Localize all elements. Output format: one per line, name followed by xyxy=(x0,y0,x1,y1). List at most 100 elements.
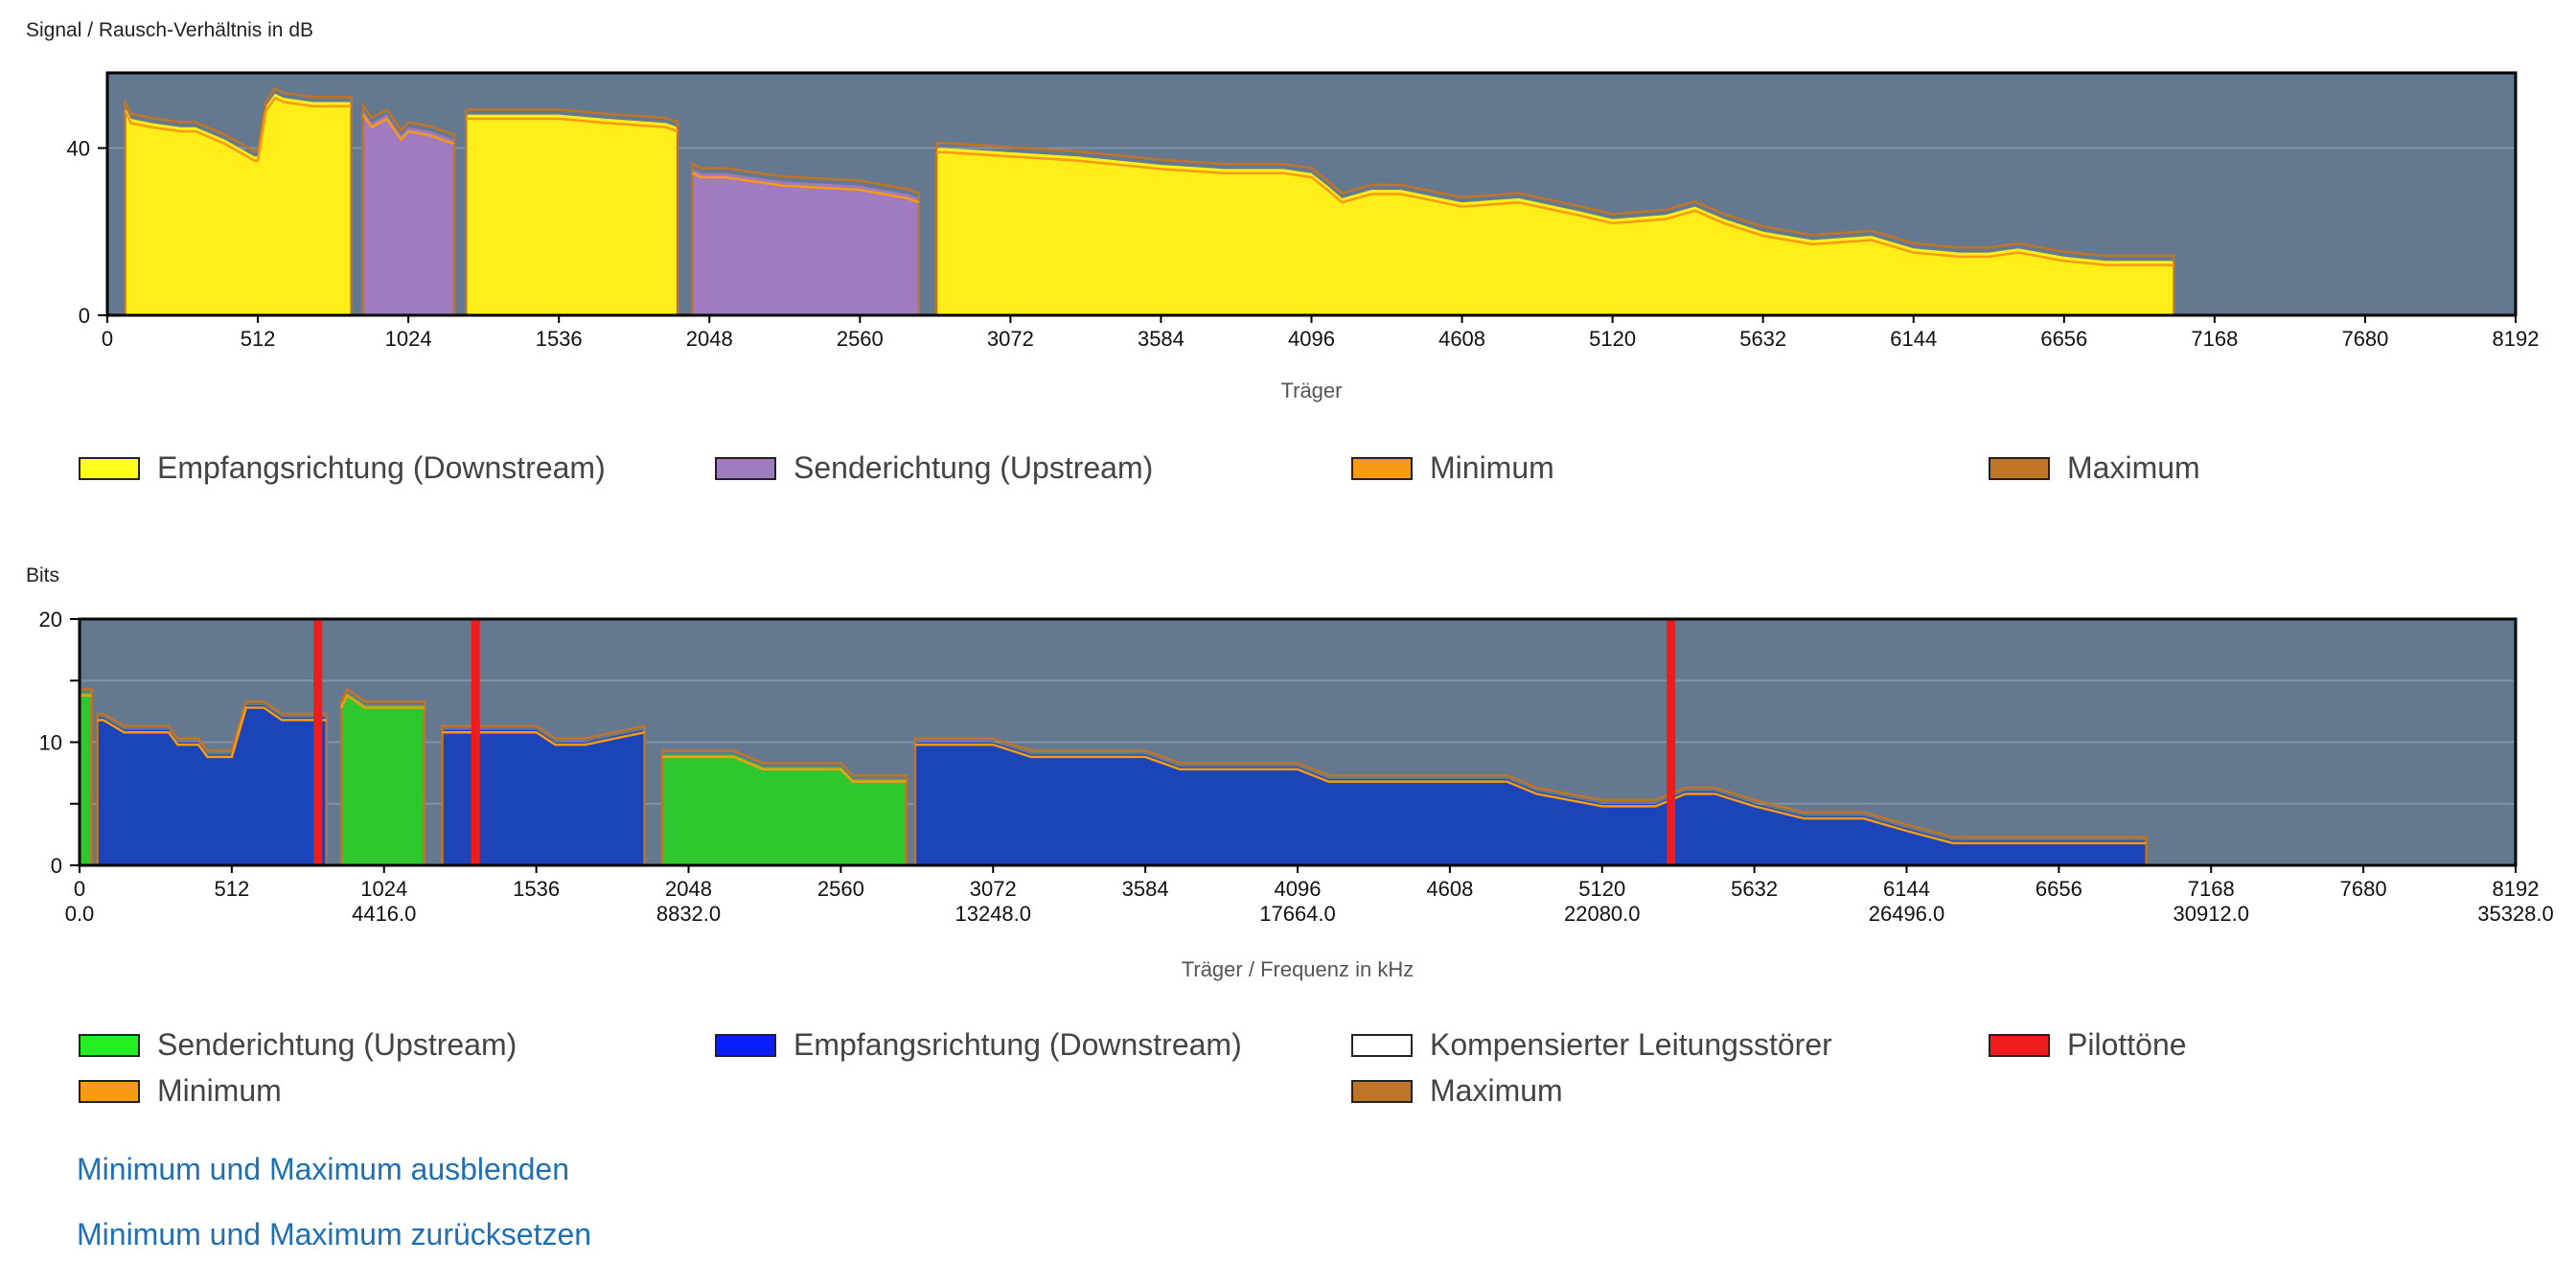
series-area xyxy=(936,148,2174,315)
pilot-tone-bar xyxy=(1667,619,1676,865)
x-tick-label: 6144 xyxy=(1883,877,1930,901)
x-tick-label: 6656 xyxy=(2036,877,2082,901)
legend-label: Minimum xyxy=(1430,450,1554,485)
series-area xyxy=(97,704,327,865)
y-tick-label: 0 xyxy=(79,304,90,328)
minimum-line xyxy=(339,693,425,709)
x-freq-label: 22080.0 xyxy=(1564,902,1641,926)
x-tick-label: 1536 xyxy=(513,877,560,901)
maximum-line xyxy=(124,86,353,315)
x-tick-label: 1536 xyxy=(536,327,583,351)
legend-swatch xyxy=(1989,1033,2050,1057)
maximum-line xyxy=(691,162,920,315)
x-tick-label: 7168 xyxy=(2188,877,2235,901)
series-area xyxy=(125,93,352,315)
legend-item: Minimum xyxy=(1351,450,1554,486)
pilot-tone-bar xyxy=(313,619,323,865)
x-tick-label: 4096 xyxy=(1275,877,1322,901)
legend-label: Empfangsrichtung (Downstream) xyxy=(794,1027,1242,1062)
x-tick-label: 3584 xyxy=(1138,327,1184,351)
x-tick-label: 1024 xyxy=(385,327,432,351)
legend-item: Kompensierter Leitungsstörer xyxy=(1351,1027,1832,1063)
legend-swatch xyxy=(1351,1079,1413,1103)
minimum-line xyxy=(914,743,2147,845)
hide-minmax-link[interactable]: Minimum und Maximum ausblenden xyxy=(77,1152,569,1186)
bits-chart-title: Bits xyxy=(26,564,60,586)
maximum-line xyxy=(465,108,679,315)
x-tick-label: 4608 xyxy=(1438,327,1485,351)
legend-swatch xyxy=(1351,456,1413,480)
x-tick-label: 8192 xyxy=(2493,877,2540,901)
y-tick-label: 0 xyxy=(51,854,62,878)
legend-label: Kompensierter Leitungsstörer xyxy=(1430,1027,1832,1062)
x-freq-label: 4416.0 xyxy=(352,902,416,926)
legend-swatch xyxy=(79,1079,140,1103)
x-freq-label: 13248.0 xyxy=(954,902,1031,926)
legend-item: Empfangsrichtung (Downstream) xyxy=(79,450,606,486)
legend-item: Minimum xyxy=(79,1073,282,1109)
x-tick-label: 0 xyxy=(74,877,85,901)
x-tick-label: 512 xyxy=(241,327,276,351)
legend-label: Minimum xyxy=(157,1073,282,1108)
series-area xyxy=(442,729,645,865)
legend-swatch xyxy=(715,456,776,480)
x-tick-label: 0 xyxy=(102,327,113,351)
x-tick-label: 3072 xyxy=(987,327,1034,351)
y-tick-label: 20 xyxy=(39,608,62,632)
x-tick-label: 3584 xyxy=(1122,877,1169,901)
minimum-line xyxy=(97,706,327,759)
maximum-line xyxy=(339,687,426,865)
maximum-line xyxy=(96,700,328,865)
maximum-line xyxy=(660,749,908,865)
legend-label: Empfangsrichtung (Downstream) xyxy=(157,450,606,485)
x-tick-label: 7680 xyxy=(2340,877,2387,901)
series-area xyxy=(914,742,2147,865)
x-freq-label: 26496.0 xyxy=(1869,902,1945,926)
legend-item: Pilottöne xyxy=(1989,1027,2187,1063)
legend-swatch xyxy=(1989,456,2050,480)
x-tick-label: 4096 xyxy=(1288,327,1335,351)
x-freq-label: 0.0 xyxy=(65,902,95,926)
x-tick-label: 5632 xyxy=(1739,327,1786,351)
legend-item: Senderichtung (Upstream) xyxy=(79,1027,517,1063)
maximum-line xyxy=(361,102,456,315)
minimum-line xyxy=(442,730,645,746)
minimum-line xyxy=(662,755,907,783)
legend-label: Senderichtung (Upstream) xyxy=(794,450,1154,485)
maximum-line xyxy=(913,737,2148,865)
minimum-line xyxy=(124,96,352,162)
x-axis-title: Träger xyxy=(1281,379,1343,402)
minimum-line xyxy=(466,117,678,133)
x-freq-label: 30912.0 xyxy=(2173,902,2249,926)
legend-swatch xyxy=(1351,1033,1413,1057)
snr-chart: 0 512 1024 1536 2048 2560 3072 3584 4096 4608 5120… xyxy=(67,71,2540,402)
x-tick-label: 6656 xyxy=(2040,327,2087,351)
x-tick-label: 2560 xyxy=(817,877,864,901)
x-tick-label: 8192 xyxy=(2493,327,2540,351)
x-freq-label: 17664.0 xyxy=(1259,902,1336,926)
x-tick-label: 5632 xyxy=(1731,877,1778,901)
series-area xyxy=(80,693,92,865)
x-tick-label: 512 xyxy=(215,877,250,901)
x-tick-label: 7168 xyxy=(2191,327,2238,351)
y-tick-label: 40 xyxy=(67,137,90,161)
legend-label: Maximum xyxy=(1430,1073,1563,1108)
x-tick-label: 2048 xyxy=(665,877,712,901)
reset-minmax-link[interactable]: Minimum und Maximum zurücksetzen xyxy=(77,1217,592,1252)
x-tick-label: 3072 xyxy=(970,877,1017,901)
legend-item: Senderichtung (Upstream) xyxy=(715,450,1153,486)
legend-swatch xyxy=(79,456,140,480)
legend-label: Senderichtung (Upstream) xyxy=(157,1027,518,1062)
x-axis-title: Träger / Frequenz in kHz xyxy=(1182,957,1414,981)
maximum-line xyxy=(934,142,2175,315)
x-tick-label: 7680 xyxy=(2341,327,2388,351)
legend-swatch xyxy=(715,1033,776,1057)
x-tick-label: 2048 xyxy=(686,327,733,351)
x-tick-label: 5120 xyxy=(1578,877,1625,901)
x-freq-label: 8832.0 xyxy=(656,902,721,926)
x-tick-label: 5120 xyxy=(1589,327,1636,351)
x-tick-label: 2560 xyxy=(837,327,884,351)
maximum-line xyxy=(441,724,646,865)
minimum-line xyxy=(936,150,2174,266)
y-tick-label: 10 xyxy=(39,731,62,755)
